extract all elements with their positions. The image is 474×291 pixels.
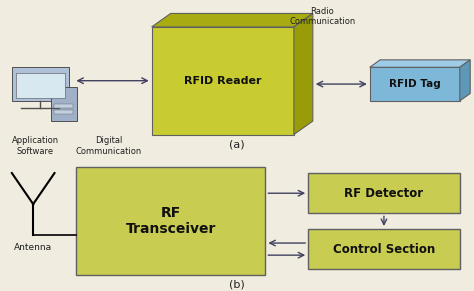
FancyBboxPatch shape: [76, 167, 265, 276]
FancyBboxPatch shape: [308, 173, 460, 213]
FancyBboxPatch shape: [308, 229, 460, 269]
Polygon shape: [294, 13, 313, 134]
Text: (b): (b): [229, 279, 245, 290]
FancyBboxPatch shape: [12, 67, 69, 101]
Polygon shape: [370, 67, 460, 101]
Text: RFID Reader: RFID Reader: [184, 76, 262, 86]
FancyBboxPatch shape: [16, 73, 65, 98]
Text: Control Section: Control Section: [333, 243, 435, 255]
Text: RF
Transceiver: RF Transceiver: [126, 206, 216, 236]
FancyBboxPatch shape: [54, 110, 73, 114]
Polygon shape: [370, 60, 470, 67]
Text: Radio
Communication: Radio Communication: [289, 7, 356, 26]
Text: Digital
Communication: Digital Communication: [76, 136, 142, 156]
FancyBboxPatch shape: [54, 104, 73, 108]
Text: RFID Tag: RFID Tag: [389, 79, 441, 89]
Text: (a): (a): [229, 140, 245, 150]
Text: RF Detector: RF Detector: [345, 187, 423, 200]
Text: Antenna: Antenna: [14, 243, 52, 252]
Polygon shape: [152, 27, 294, 134]
Polygon shape: [460, 60, 470, 101]
FancyBboxPatch shape: [51, 87, 77, 121]
Text: Application
Software: Application Software: [12, 136, 59, 156]
Polygon shape: [152, 13, 313, 27]
